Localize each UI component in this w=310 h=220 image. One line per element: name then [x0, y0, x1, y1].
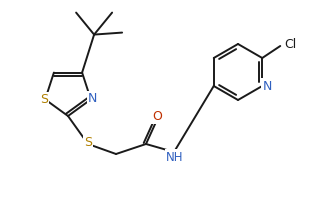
Text: N: N	[263, 79, 272, 92]
Text: Cl: Cl	[284, 37, 296, 51]
Text: S: S	[84, 136, 92, 149]
Text: S: S	[40, 93, 48, 106]
Text: O: O	[152, 110, 162, 123]
Text: NH: NH	[166, 150, 184, 163]
Text: N: N	[88, 92, 98, 105]
